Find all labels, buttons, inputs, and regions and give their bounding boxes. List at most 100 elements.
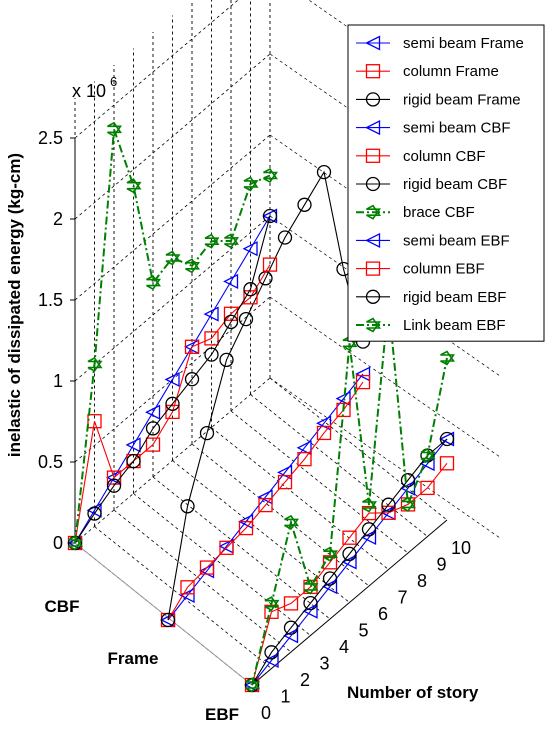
point-link-beam-ebf-8 (401, 496, 417, 512)
series-line-rigid-beam-frame (167, 170, 364, 621)
point-semi-beam-ebf-3 (302, 603, 318, 619)
point-column-cbf-8 (223, 306, 239, 321)
point-rigid-beam-cbf-4 (145, 421, 161, 436)
z-tick-label-1: 0.5 (38, 452, 63, 472)
x-tick-label-2: 2 (300, 670, 310, 690)
point-rigid-beam-cbf-2 (106, 478, 122, 493)
point-column-ebf-4 (322, 555, 338, 570)
legend-box (347, 24, 545, 342)
point-rigid-beam-ebf-8 (400, 472, 416, 488)
legend-label-rigid-beam-cbf: rigid beam CBF (403, 176, 507, 193)
point-semi-beam-ebf-9 (419, 456, 435, 472)
point-link-beam-ebf-6 (362, 497, 378, 513)
system-label-ebf: EBF (205, 705, 239, 724)
point-rigid-beam-frame-0 (160, 612, 176, 628)
grid-depth-1 (269, 296, 501, 458)
point-semi-beam-cbf-9 (242, 241, 258, 257)
legend-entry-brace-cbf: brace CBF (356, 204, 475, 221)
point-brace-cbf-8 (224, 233, 240, 249)
point-column-cbf-4 (145, 437, 161, 452)
legend-marker-rigid-beam-ebf (365, 289, 381, 304)
z-scale-label: x 10 6 (72, 74, 117, 101)
series-rigid-beam-ebf (244, 431, 455, 693)
x-tick-label-6: 6 (378, 604, 388, 624)
point-semi-beam-ebf-5 (341, 554, 357, 570)
point-rigid-beam-ebf-6 (361, 522, 377, 537)
point-column-frame-3 (219, 540, 234, 555)
point-link-beam-ebf-4 (323, 546, 339, 562)
point-column-frame-8 (316, 425, 332, 441)
legend-marker-column-frame (365, 64, 381, 79)
x-tick-label-7: 7 (397, 588, 407, 608)
legend-label-column-ebf: column EBF (403, 261, 485, 278)
series-rigid-beam-frame (160, 164, 371, 628)
point-rigid-beam-cbf-1 (87, 506, 102, 521)
legend-marker-column-ebf (365, 261, 381, 276)
point-column-ebf-6 (361, 505, 377, 521)
point-column-cbf-1 (87, 414, 102, 429)
point-semi-beam-ebf-8 (400, 480, 416, 496)
point-rigid-beam-frame-3 (219, 352, 234, 368)
legend-entry-link-beam-ebf: Link beam EBF (356, 317, 506, 334)
series-brace-cbf (68, 121, 279, 551)
grid-floor-2 (113, 509, 292, 653)
legend-entry-column-ebf: column EBF (356, 261, 485, 278)
point-brace-cbf-4 (146, 275, 162, 291)
point-semi-beam-cbf-7 (203, 306, 219, 322)
point-brace-cbf-5 (165, 250, 181, 266)
x-axis-line (251, 519, 448, 686)
z-tick-label-3: 1.5 (38, 290, 63, 310)
point-semi-beam-cbf-4 (145, 404, 161, 420)
series-link-beam-ebf (245, 294, 456, 693)
legend-marker-column-cbf (365, 148, 381, 163)
legend-entry-semi-beam-cbf: semi beam CBF (356, 120, 511, 137)
point-rigid-beam-ebf-5 (342, 546, 357, 562)
point-rigid-beam-ebf-10 (439, 431, 455, 447)
point-column-frame-4 (238, 520, 254, 536)
point-column-frame-5 (258, 497, 273, 513)
legend-label-rigid-beam-frame: rigid beam Frame (403, 91, 521, 108)
system-label-frame: Frame (107, 649, 158, 668)
point-rigid-beam-frame-7 (297, 197, 312, 212)
x-tick-label-10: 10 (451, 538, 471, 558)
legend-marker-brace-cbf (366, 204, 382, 220)
grid-floor-7 (211, 427, 389, 570)
point-link-beam-ebf-2 (284, 514, 300, 530)
grid-floor-5 (172, 460, 350, 603)
x-tick-label-1: 1 (280, 687, 290, 707)
series-line-semi-beam-frame (167, 373, 364, 621)
point-brace-cbf-9 (243, 176, 259, 192)
point-semi-beam-cbf-5 (164, 371, 180, 388)
x-axis-label: Number of story (347, 683, 479, 702)
grid-z-3 (74, 134, 271, 301)
point-column-cbf-9 (243, 290, 258, 305)
x-tick-label-9: 9 (436, 555, 446, 575)
point-column-cbf-7 (204, 331, 219, 346)
point-column-ebf-5 (342, 530, 357, 545)
x-tick-label-0: 0 (261, 703, 271, 723)
system-label-cbf: CBF (45, 597, 80, 616)
legend-label-semi-beam-frame: semi beam Frame (403, 35, 524, 52)
legend-label-column-cbf: column CBF (403, 148, 486, 165)
point-rigid-beam-frame-6 (277, 230, 293, 245)
point-brace-cbf-0 (68, 535, 84, 551)
point-column-cbf-10 (262, 257, 278, 272)
legend-entry-column-frame: column Frame (356, 63, 499, 80)
point-column-frame-2 (199, 560, 215, 575)
point-link-beam-ebf-1 (264, 596, 280, 612)
point-column-ebf-10 (439, 456, 455, 471)
legend-entry-semi-beam-ebf: semi beam EBF (356, 232, 510, 249)
point-semi-beam-cbf-8 (223, 273, 239, 289)
x-tick-label-8: 8 (417, 571, 427, 591)
point-rigid-beam-ebf-7 (381, 497, 396, 512)
point-column-frame-6 (277, 474, 293, 490)
legend-label-rigid-beam-ebf: rigid beam EBF (403, 289, 506, 306)
point-semi-beam-frame-9 (335, 391, 351, 407)
point-rigid-beam-ebf-1 (264, 645, 279, 660)
legend-label-column-frame: column Frame (403, 63, 499, 80)
point-semi-beam-frame-7 (296, 440, 312, 456)
point-column-frame-1 (180, 580, 195, 595)
legend-label-link-beam-ebf: Link beam EBF (403, 317, 506, 334)
point-brace-cbf-3 (126, 178, 142, 194)
